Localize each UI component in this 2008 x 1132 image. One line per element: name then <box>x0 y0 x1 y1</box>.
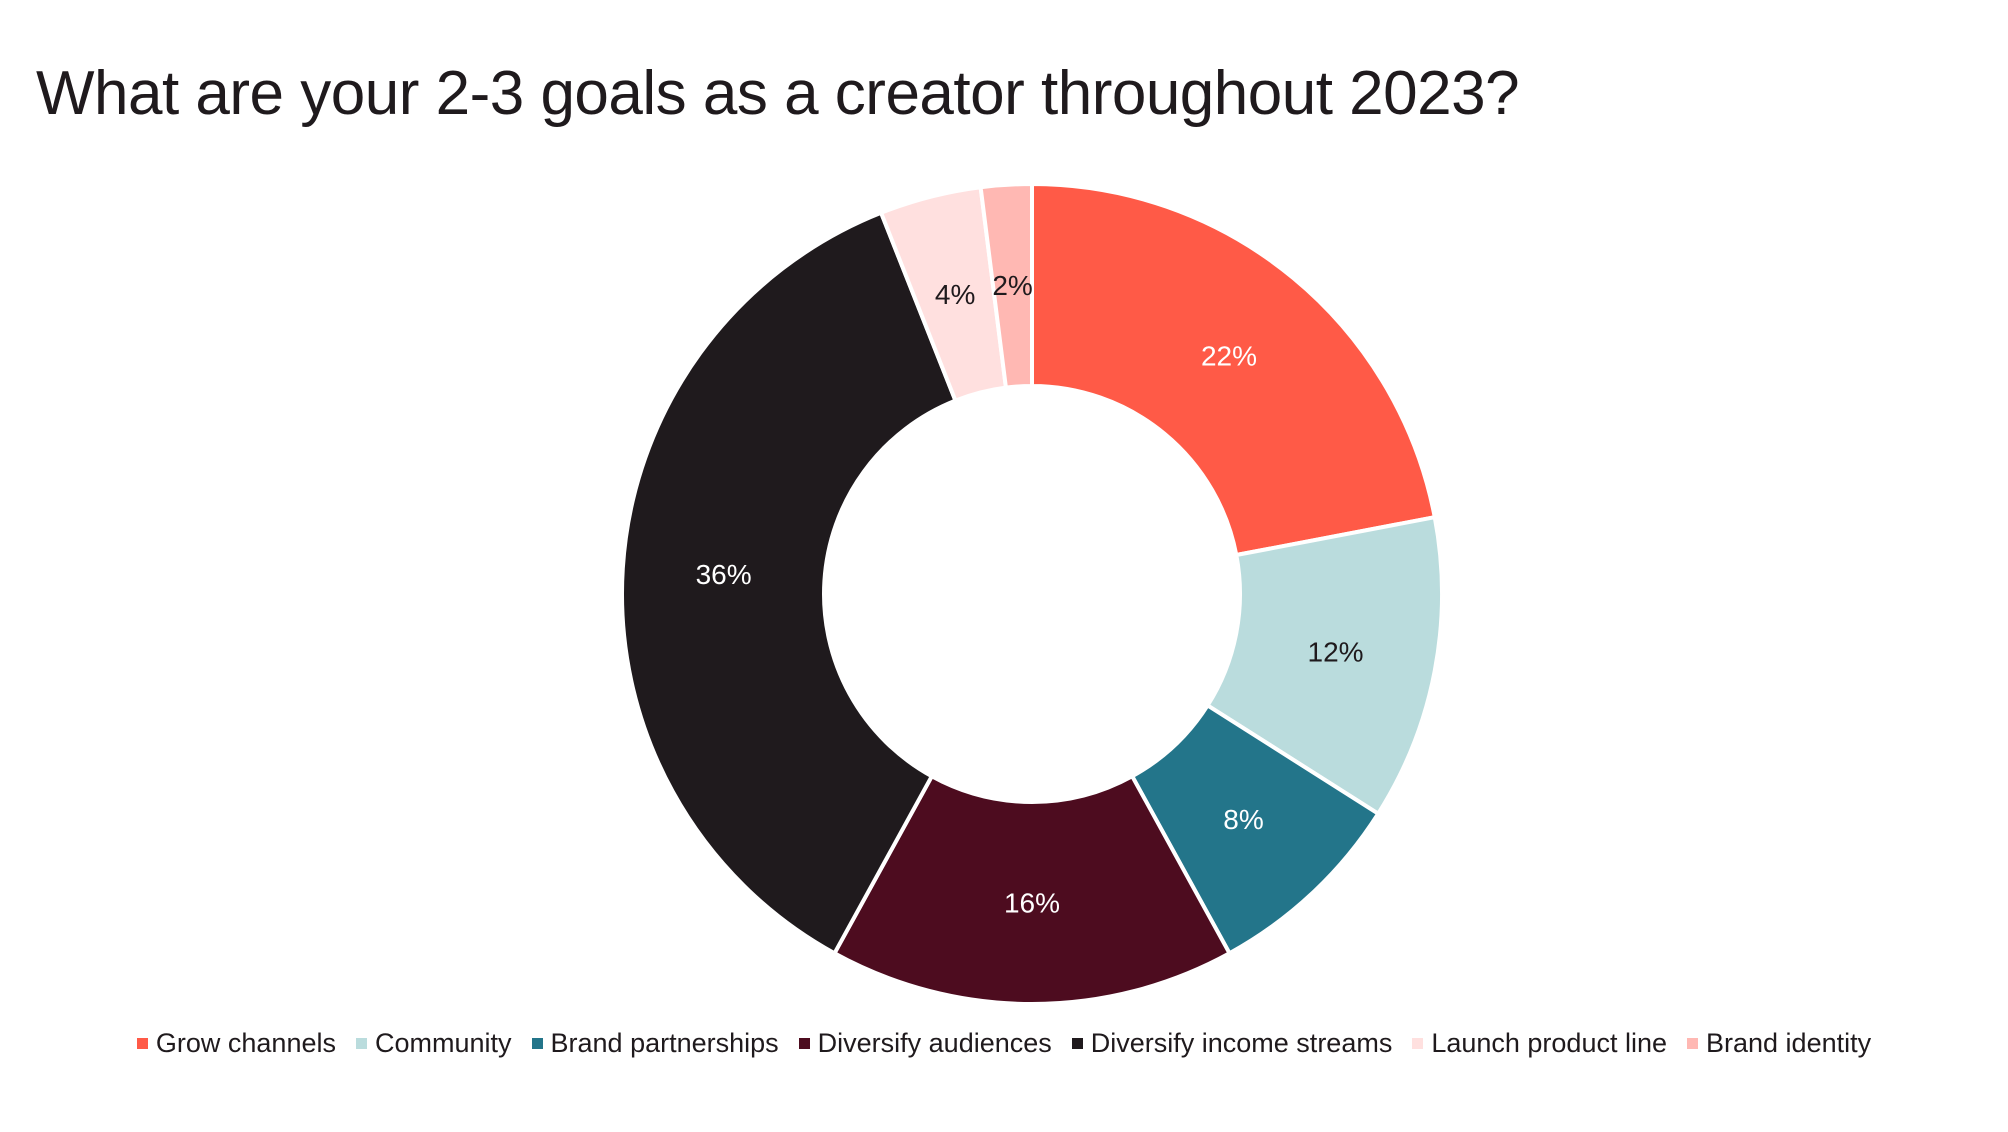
legend-swatch <box>798 1038 810 1049</box>
legend-label: Diversify income streams <box>1090 1028 1393 1058</box>
data-label-brand-identity: 2% <box>992 270 1032 301</box>
slice-community <box>1204 514 1444 817</box>
legend-item: Community <box>355 1028 512 1059</box>
data-label-community: 12% <box>1308 636 1364 667</box>
legend-item: Brand partnerships <box>531 1028 779 1059</box>
data-label-grow-channels: 22% <box>1201 340 1257 371</box>
legend-label: Brand partnerships <box>550 1028 779 1058</box>
slice-brand-identity <box>978 181 1034 390</box>
legend-swatch <box>136 1038 148 1049</box>
data-label-launch-product-line: 4% <box>935 279 975 310</box>
legend-item: Brand identity <box>1687 1028 1871 1059</box>
legend-swatch <box>531 1038 543 1049</box>
legend-item: Diversify audiences <box>798 1028 1052 1059</box>
data-label-brand-partnerships: 8% <box>1223 804 1263 835</box>
donut-chart: 22% 12% 8% 16% 36% 4% 2% <box>620 181 1444 1006</box>
data-label-diversify-audiences: 16% <box>1004 888 1060 919</box>
legend-label: Diversify audiences <box>817 1028 1052 1058</box>
slice-diversify-income-streams <box>620 210 959 957</box>
slice-grow-channels <box>1030 181 1438 558</box>
legend-item: Grow channels <box>136 1028 336 1059</box>
legend-item: Launch product line <box>1412 1028 1667 1059</box>
data-label-diversify-income-streams: 36% <box>696 559 752 590</box>
legend-swatch <box>1412 1038 1424 1049</box>
legend-swatch <box>355 1038 367 1049</box>
slice-diversify-audiences <box>831 773 1233 1006</box>
legend-label: Grow channels <box>155 1028 336 1058</box>
legend-label: Launch product line <box>1431 1028 1667 1058</box>
legend-label: Community <box>374 1028 512 1058</box>
legend-swatch <box>1687 1038 1698 1049</box>
legend-label: Brand identity <box>1706 1028 1872 1058</box>
chart-title: What are your 2-3 goals as a creator thr… <box>36 59 1520 128</box>
legend-item: Diversify income streams <box>1071 1028 1393 1059</box>
chart-legend: Grow channels Community Brand partnerships… <box>0 1028 2008 1059</box>
legend-swatch <box>1071 1038 1083 1049</box>
